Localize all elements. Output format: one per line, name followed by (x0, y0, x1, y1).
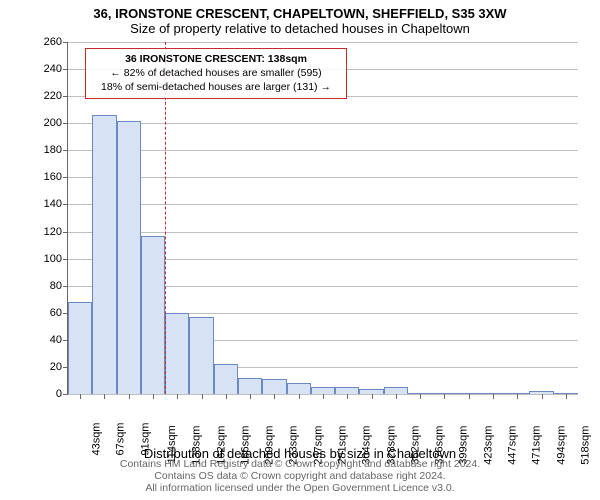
x-tick-mark (493, 394, 494, 399)
histogram-bar (238, 378, 262, 394)
histogram-bar (92, 115, 116, 394)
histogram-bar (262, 379, 286, 394)
x-tick-mark (80, 394, 81, 399)
histogram-bar (311, 387, 335, 394)
x-tick-mark (226, 394, 227, 399)
y-tick-label: 200 (44, 117, 62, 129)
y-tick-mark (63, 177, 68, 178)
chart-title: 36, IRONSTONE CRESCENT, CHAPELTOWN, SHEF… (0, 0, 600, 36)
y-tick-label: 120 (44, 226, 62, 238)
y-tick-label: 0 (56, 388, 62, 400)
x-tick-mark (469, 394, 470, 399)
x-tick-mark (104, 394, 105, 399)
histogram-bar (287, 383, 311, 394)
y-tick-mark (63, 42, 68, 43)
y-tick-mark (63, 204, 68, 205)
grid-line (68, 204, 578, 205)
y-tick-label: 260 (44, 36, 62, 48)
y-tick-label: 180 (44, 144, 62, 156)
y-tick-mark (63, 123, 68, 124)
x-tick-mark (129, 394, 130, 399)
x-tick-mark (299, 394, 300, 399)
x-tick-mark (372, 394, 373, 399)
y-tick-label: 80 (50, 280, 62, 292)
histogram-bar (384, 387, 408, 394)
y-tick-label: 160 (44, 171, 62, 183)
x-tick-mark (153, 394, 154, 399)
x-tick-mark (420, 394, 421, 399)
y-tick-mark (63, 259, 68, 260)
x-tick-mark (566, 394, 567, 399)
histogram-bar (141, 236, 165, 394)
x-tick-mark (444, 394, 445, 399)
y-tick-label: 100 (44, 253, 62, 265)
footer-attribution: Contains HM Land Registry data © Crown c… (0, 458, 600, 494)
histogram-bar (165, 313, 189, 394)
y-tick-mark (63, 232, 68, 233)
y-tick-mark (63, 69, 68, 70)
x-tick-mark (250, 394, 251, 399)
x-tick-mark (517, 394, 518, 399)
y-tick-label: 240 (44, 63, 62, 75)
x-tick-mark (202, 394, 203, 399)
y-tick-label: 40 (50, 334, 62, 346)
histogram-bar (68, 302, 92, 394)
grid-line (68, 150, 578, 151)
x-tick-mark (323, 394, 324, 399)
grid-line (68, 42, 578, 43)
histogram-bar (214, 364, 238, 394)
x-tick-mark (347, 394, 348, 399)
grid-line (68, 123, 578, 124)
title-address: 36, IRONSTONE CRESCENT, CHAPELTOWN, SHEF… (0, 6, 600, 21)
y-tick-label: 60 (50, 307, 62, 319)
y-tick-mark (63, 394, 68, 395)
histogram-bar (189, 317, 213, 394)
y-tick-mark (63, 96, 68, 97)
callout-smaller: ← 82% of detached houses are smaller (59… (92, 66, 340, 80)
y-tick-label: 20 (50, 361, 62, 373)
y-tick-mark (63, 286, 68, 287)
footer-line2: Contains OS data © Crown copyright and d… (0, 470, 600, 482)
y-tick-mark (63, 150, 68, 151)
histogram-bar (117, 121, 141, 394)
y-tick-label: 220 (44, 90, 62, 102)
footer-line3: All information licensed under the Open … (0, 482, 600, 494)
title-subtitle: Size of property relative to detached ho… (0, 21, 600, 36)
grid-line (68, 177, 578, 178)
grid-line (68, 232, 578, 233)
x-tick-mark (177, 394, 178, 399)
x-tick-mark (396, 394, 397, 399)
x-tick-mark (542, 394, 543, 399)
y-tick-label: 140 (44, 198, 62, 210)
histogram-bar (335, 387, 359, 394)
callout-box: 36 IRONSTONE CRESCENT: 138sqm ← 82% of d… (85, 48, 347, 99)
footer-line1: Contains HM Land Registry data © Crown c… (0, 458, 600, 470)
x-tick-mark (274, 394, 275, 399)
callout-larger: 18% of semi-detached houses are larger (… (92, 80, 340, 94)
callout-headline: 36 IRONSTONE CRESCENT: 138sqm (92, 52, 340, 66)
chart-container: 36, IRONSTONE CRESCENT, CHAPELTOWN, SHEF… (0, 0, 600, 500)
